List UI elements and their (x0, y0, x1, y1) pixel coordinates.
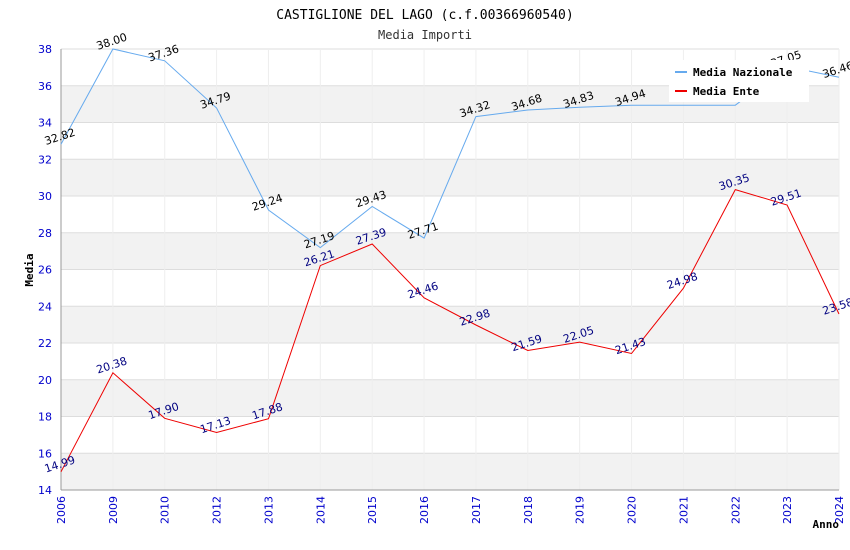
data-label: 37.36 (147, 42, 181, 64)
grid-band (61, 453, 839, 490)
y-tick-label: 14 (38, 484, 52, 497)
x-tick-label: 2016 (418, 496, 431, 524)
x-tick-labels: 2006 2009 2010 2012 2013 2014 2015 2016 2017 2018… (55, 496, 846, 524)
y-tick-label: 24 (38, 300, 52, 313)
y-tick-label: 28 (38, 227, 52, 240)
x-tick-label: 2018 (522, 496, 535, 524)
y-tick-label: 32 (38, 153, 52, 166)
y-tick-label: 22 (38, 337, 52, 350)
series-lines (60, 48, 840, 473)
y-tick-label: 18 (38, 411, 52, 424)
data-label: 17.13 (199, 414, 233, 436)
data-label: 36.46 (821, 59, 850, 81)
legend-entry: Media Ente (693, 85, 760, 98)
x-tick-label: 2013 (262, 496, 275, 524)
x-tick-label: 2015 (366, 496, 379, 524)
x-tick-label: 2022 (729, 496, 742, 524)
series-line-media-nazionale (60, 48, 840, 249)
series-line-media-ente (60, 189, 840, 473)
x-tick-label: 2024 (833, 496, 846, 524)
x-tick-label: 2023 (781, 496, 794, 524)
y-tick-label: 26 (38, 264, 52, 277)
x-tick-label: 2014 (314, 496, 327, 524)
y-tick-label: 16 (38, 447, 52, 460)
grid-band (61, 379, 839, 417)
x-tick-label: 2010 (159, 496, 172, 524)
chart-subtitle: Media Importi (378, 28, 472, 42)
legend-box (669, 60, 809, 102)
x-tick-label: 2020 (626, 496, 639, 524)
axes (60, 49, 839, 491)
grid-band (61, 306, 839, 343)
x-axis-label: Anno (813, 518, 840, 531)
chart-title: CASTIGLIONE DEL LAGO (c.f.00366960540) (276, 8, 573, 23)
y-tick-label: 20 (38, 374, 52, 387)
y-tick-label: 34 (38, 117, 52, 130)
data-label: 24.98 (665, 270, 699, 292)
legend: Media Nazionale Media Ente (669, 60, 809, 102)
grid-bands (61, 85, 839, 490)
x-tick-label: 2019 (574, 496, 587, 524)
y-tick-label: 38 (38, 43, 52, 56)
data-label: 24.46 (406, 279, 440, 301)
legend-entry: Media Nazionale (693, 66, 793, 79)
y-tick-labels: 14 16 18 20 22 24 26 28 30 32 34 36 38 (38, 43, 52, 497)
x-tick-label: 2021 (677, 496, 690, 524)
y-tick-label: 30 (38, 190, 52, 203)
x-tick-label: 2006 (55, 496, 68, 524)
y-axis-label: Media (23, 253, 36, 286)
x-tick-label: 2017 (470, 496, 483, 524)
y-tick-label: 36 (38, 80, 52, 93)
grid-band (61, 232, 839, 270)
x-tick-label: 2012 (211, 496, 224, 524)
data-label: 20.38 (95, 354, 129, 376)
x-tick-label: 2009 (107, 496, 120, 524)
